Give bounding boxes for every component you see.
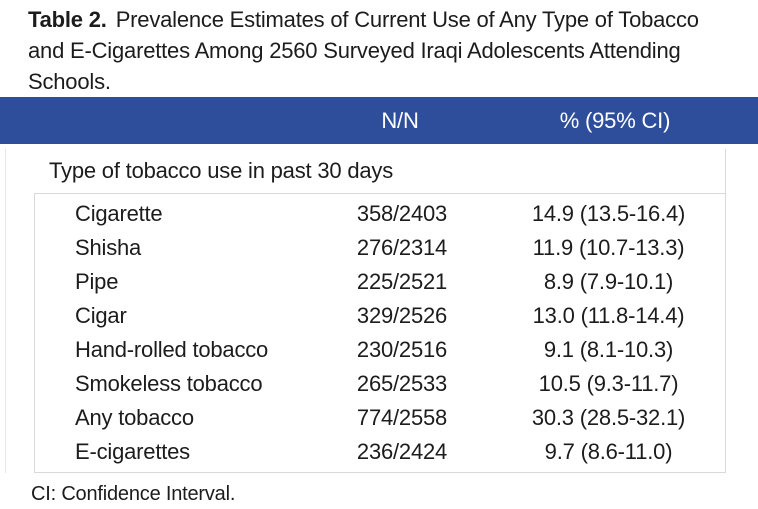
section-header-row: Type of tobacco use in past 30 days [6,149,725,193]
row-nn: 276/2314 [356,235,448,260]
table-figure: Table 2. Prevalence Estimates of Current … [0,4,758,509]
row-label: Hand-rolled tobacco [75,337,269,362]
row-label: Cigarette [75,201,163,226]
caption-line-3: Schools. [28,69,111,94]
table-row-e-cigarettes: E-cigarettes 236/2424 9.7 (8.6-11.0) [35,435,725,469]
table-row-pipe: Pipe 225/2521 8.9 (7.9-10.1) [35,265,725,299]
row-pct: 13.0 (11.8-14.4) [532,303,685,328]
row-label: Shisha [75,235,142,260]
row-label: Any tobacco [75,405,194,430]
section-title: Type of tobacco use in past 30 days [49,158,394,183]
row-pct: 11.9 (10.7-13.3) [532,235,685,260]
column-header-pct: % (95% CI) [559,107,671,133]
row-pct: 8.9 (7.9-10.1) [543,269,674,294]
row-label: Pipe [75,269,119,294]
table-body: Type of tobacco use in past 30 days Ciga… [5,149,726,473]
row-label: E-cigarettes [75,439,190,464]
row-pct: 9.7 (8.6-11.0) [544,439,673,464]
row-nn: 236/2424 [356,439,448,464]
table-row-smokeless-tobacco: Smokeless tobacco 265/2533 10.5 (9.3-11.… [35,367,725,401]
row-nn: 265/2533 [356,371,448,396]
row-label: Cigar [75,303,127,328]
caption-line-1: Table 2. Prevalence Estimates of Current … [28,4,732,35]
row-pct: 14.9 (13.5-16.4) [531,201,686,226]
row-nn: 358/2403 [356,201,448,226]
table-footnote: CI: Confidence Interval. [31,483,236,505]
caption-line-2: and E-Cigarettes Among 2560 Surveyed Ira… [28,38,681,63]
table-row-cigarette: Cigarette 358/2403 14.9 (13.5-16.4) [35,197,725,231]
row-pct: 9.1 (8.1-10.3) [543,337,674,362]
row-nn: 225/2521 [356,269,448,294]
row-nn: 230/2516 [356,337,448,362]
caption-text-1: Prevalence Estimates of Current Use of A… [115,7,699,32]
table-header-row: N/N % (95% CI) [0,97,758,144]
table-row-cigar: Cigar 329/2526 13.0 (11.8-14.4) [35,299,725,333]
row-nn: 329/2526 [356,303,448,328]
table-number: Table 2. [28,7,107,32]
row-pct: 30.3 (28.5-32.1) [531,405,686,430]
table-row-hand-rolled-tobacco: Hand-rolled tobacco 230/2516 9.1 (8.1-10… [35,333,725,367]
row-nn: 774/2558 [356,405,448,430]
table-caption: Table 2. Prevalence Estimates of Current … [28,4,732,97]
table-rows-box: Cigarette 358/2403 14.9 (13.5-16.4) Shis… [34,193,725,473]
table-row-shisha: Shisha 276/2314 11.9 (10.7-13.3) [35,231,725,265]
row-label: Smokeless tobacco [75,371,263,396]
column-header-nn: N/N [381,107,419,133]
row-pct: 10.5 (9.3-11.7) [538,371,679,396]
table-row-any-tobacco: Any tobacco 774/2558 30.3 (28.5-32.1) [35,401,725,435]
